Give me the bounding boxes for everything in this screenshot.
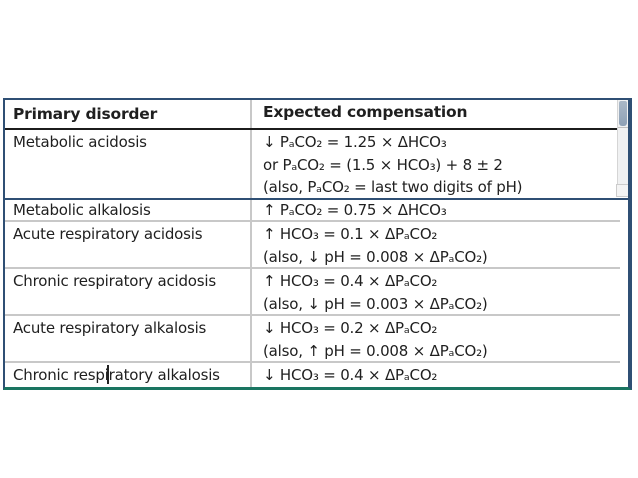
disorder-cell: Metabolic acidosis [5, 130, 252, 198]
formula-line: ↓ PₐCO₂ = 1.25 × ΔHCO₃ [263, 133, 447, 151]
scrollbar[interactable] [617, 100, 628, 196]
table-row: Metabolic acidosis ↓ PₐCO₂ = 1.25 × ΔHCO… [5, 130, 628, 198]
disorder-cell: Acute respiratory acidosis [5, 222, 252, 267]
table-row: Acute respiratory alkalosis ↓ HCO₃ = 0.2… [5, 314, 620, 361]
disorder-cell: Acute respiratory alkalosis [5, 316, 252, 361]
text-cursor [107, 365, 109, 384]
compensation-cell: ↓ PₐCO₂ = 1.25 × ΔHCO₃ or PₐCO₂ = (1.5 ×… [252, 130, 628, 198]
formula-line: ↓ HCO₃ = 0.4 × ΔPₐCO₂ [263, 366, 438, 384]
resize-grip-icon[interactable] [616, 184, 628, 197]
disorder-cell: Chronic respiratory alkalosis [5, 363, 252, 387]
compensation-cell: ↑ HCO₃ = 0.4 × ΔPₐCO₂ (also, ↓ pH = 0.00… [252, 269, 620, 314]
table-row: Metabolic alkalosis ↑ PₐCO₂ = 0.75 × ΔHC… [5, 200, 620, 220]
header-cell-expected-compensation: Expected compensation [263, 103, 468, 121]
scrollbar-thumb[interactable] [619, 101, 627, 126]
compensation-cell: ↓ HCO₃ = 0.4 × ΔPₐCO₂ [252, 363, 620, 387]
disorder-cell: Chronic respiratory acidosis [5, 269, 252, 314]
table-row: Chronic respiratory alkalosis ↓ HCO₃ = 0… [5, 361, 620, 387]
formula-line: or PₐCO₂ = (1.5 × HCO₃) + 8 ± 2 [263, 155, 503, 174]
compensation-table: Primary disorder Expected compensation M… [3, 98, 632, 390]
formula-line: ↓ HCO₃ = 0.2 × ΔPₐCO₂ [263, 319, 438, 337]
formula-line: (also, PₐCO₂ = last two digits of pH) [263, 178, 523, 196]
disorder-cell: Metabolic alkalosis [5, 200, 252, 220]
compensation-cell: ↓ HCO₃ = 0.2 × ΔPₐCO₂ (also, ↑ pH = 0.00… [252, 316, 620, 361]
table-focus-box: Primary disorder Expected compensation M… [5, 100, 628, 200]
formula-line: ↑ PₐCO₂ = 0.75 × ΔHCO₃ [263, 201, 447, 219]
formula-line: ↑ HCO₃ = 0.4 × ΔPₐCO₂ [263, 272, 438, 290]
formula-line: ↑ HCO₃ = 0.1 × ΔPₐCO₂ [263, 225, 438, 243]
compensation-cell: ↑ PₐCO₂ = 0.75 × ΔHCO₃ [252, 200, 620, 220]
compensation-cell: ↑ HCO₃ = 0.1 × ΔPₐCO₂ (also, ↓ pH = 0.00… [252, 222, 620, 267]
table-row: Chronic respiratory acidosis ↑ HCO₃ = 0.… [5, 267, 620, 314]
formula-line: (also, ↓ pH = 0.008 × ΔPₐCO₂) [263, 247, 488, 266]
formula-line: (also, ↓ pH = 0.003 × ΔPₐCO₂) [263, 294, 488, 313]
table-header-row: Primary disorder Expected compensation [5, 100, 628, 130]
table-row: Acute respiratory acidosis ↑ HCO₃ = 0.1 … [5, 220, 620, 267]
header-cell-primary-disorder: Primary disorder [5, 100, 252, 128]
scrollbar-track-line [618, 127, 628, 128]
disorder-label: Chronic respiratory alkalosis [13, 366, 220, 384]
formula-line: (also, ↑ pH = 0.008 × ΔPₐCO₂) [263, 341, 488, 360]
table-body-section: Metabolic alkalosis ↑ PₐCO₂ = 0.75 × ΔHC… [5, 200, 620, 387]
